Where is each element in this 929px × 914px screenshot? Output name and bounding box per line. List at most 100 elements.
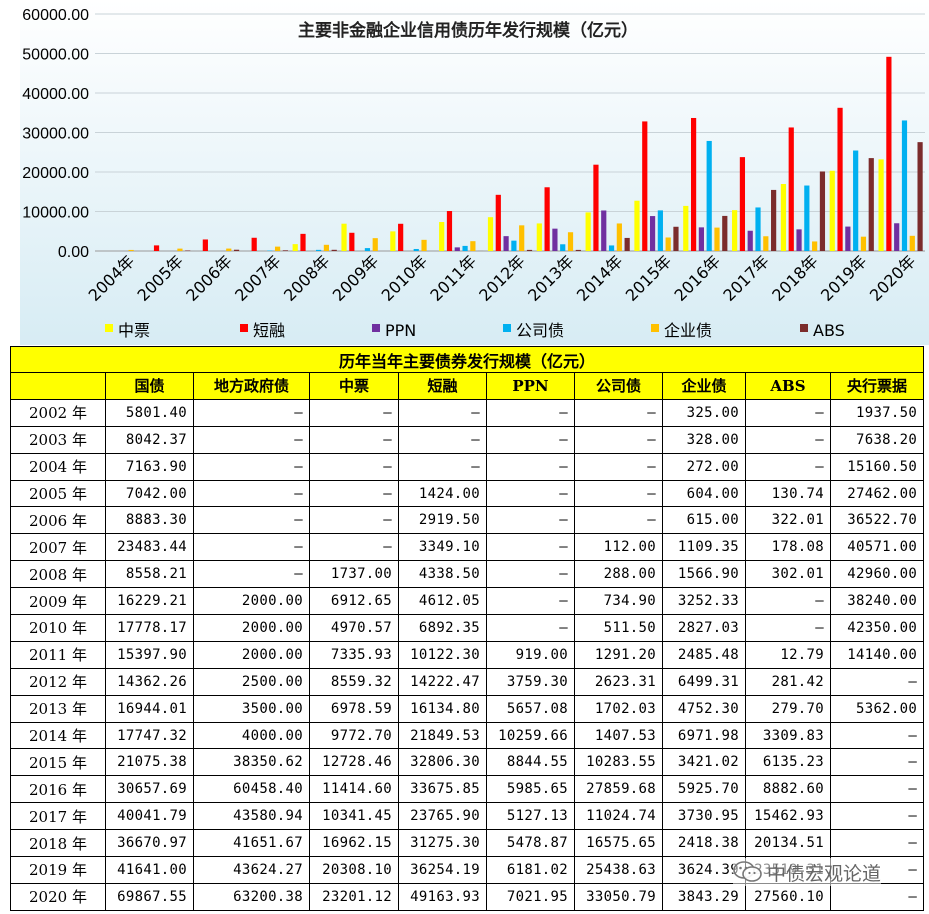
value-cell: 328.00: [662, 425, 746, 454]
year-cell: 2010 年: [10, 614, 106, 642]
value-cell: 8042.37: [105, 425, 194, 454]
value-cell: –: [829, 829, 925, 858]
year-cell: 2014 年: [10, 721, 106, 750]
value-cell: 16134.80: [398, 694, 487, 723]
value-cell: 1109.35: [662, 533, 746, 562]
value-cell: 5127.13: [486, 802, 575, 831]
value-cell: 5657.08: [486, 694, 575, 723]
value-cell: –: [486, 425, 575, 454]
value-cell: –: [193, 425, 310, 454]
year-cell: 2003 年: [10, 425, 106, 454]
value-cell: –: [829, 721, 925, 750]
value-cell: 4612.05: [398, 587, 487, 616]
bar-企业债-2020年: [909, 235, 915, 251]
bar-ABS-2008年: [331, 249, 337, 251]
bar-短融-2010年: [398, 223, 404, 251]
value-cell: 1424.00: [398, 479, 487, 508]
year-cell: 2009 年: [10, 587, 106, 616]
value-cell: –: [745, 614, 831, 642]
bar-企业债-2013年: [567, 232, 574, 251]
value-cell: –: [398, 425, 487, 454]
value-cell: 2919.50: [398, 506, 487, 535]
table-row: 2014 年 17747.32 4000.00 9772.70 21849.53 1025…: [10, 721, 925, 750]
value-cell: 69867.55: [105, 882, 194, 911]
value-cell: 1937.50: [829, 398, 925, 427]
value-cell: –: [309, 506, 399, 535]
legend-item-公司债: 公司债: [503, 321, 564, 340]
value-cell: 15160.50: [829, 452, 925, 481]
value-cell: –: [486, 533, 575, 562]
table-row: 2002 年 5801.40– – – – –325.00–1937.50: [10, 398, 925, 427]
value-cell: –: [398, 452, 487, 481]
table-row: 2009 年 16229.21 2000.00 6912.65 4612.05–734.…: [10, 587, 925, 616]
bar-企业债-2008年: [323, 244, 330, 251]
value-cell: 8558.21: [105, 560, 194, 589]
bar-ABS-2007年: [282, 250, 288, 251]
value-cell: –: [309, 533, 399, 562]
table-row: 2006 年 8883.30– –2919.50– –615.00 322.01 3652…: [10, 506, 925, 535]
value-cell: 14362.26: [105, 667, 194, 696]
bar-企业债-2006年: [226, 248, 232, 251]
bar-企业债-2009年: [372, 238, 378, 251]
bar-企业债-2011年: [470, 241, 476, 251]
value-cell: –: [309, 425, 399, 454]
value-cell: –: [829, 748, 925, 777]
value-cell: 7335.93: [309, 640, 399, 669]
value-cell: 2000.00: [193, 640, 310, 669]
value-cell: –: [309, 452, 399, 481]
value-cell: 2500.00: [193, 667, 310, 696]
value-cell: –: [486, 398, 575, 427]
value-cell: 3309.83: [745, 721, 831, 750]
column-header: ABS: [745, 372, 831, 400]
value-cell: 3843.29: [662, 882, 746, 911]
value-cell: 1566.90: [662, 560, 746, 589]
legend-swatch: [800, 324, 808, 332]
column-header: 企业债: [662, 372, 746, 400]
bar-中票-2017年: [732, 210, 738, 251]
table-row: 2005 年 7042.00– –1424.00– –604.00 130.74 2746…: [10, 479, 925, 508]
value-cell: –: [193, 452, 310, 481]
year-cell: 2018 年: [10, 829, 106, 858]
y-tick-label: 30000.00: [22, 126, 89, 143]
legend-label: 公司债: [516, 321, 564, 340]
value-cell: 6978.59: [309, 694, 399, 723]
value-cell: –: [193, 560, 310, 589]
value-cell: 41641.00: [105, 856, 194, 884]
value-cell: 5925.70: [662, 775, 746, 804]
value-cell: 6135.23: [745, 748, 831, 777]
value-cell: –: [486, 587, 575, 616]
bar-短融-2005年: [153, 245, 160, 251]
value-cell: 2418.38: [662, 829, 746, 858]
value-cell: 15462.93: [745, 802, 831, 831]
value-cell: 5985.65: [486, 775, 575, 804]
bar-公司债-2018年: [804, 185, 810, 251]
value-cell: 130.74: [745, 479, 831, 508]
value-cell: 2485.48: [662, 640, 746, 669]
value-cell: 21849.53: [398, 721, 487, 750]
bar-PPN-2012年: [503, 236, 509, 251]
bar-ABS-2020年: [917, 142, 923, 251]
table-row: 2016 年 30657.69 60458.40 11414.60 33675.85 59…: [10, 775, 925, 804]
year-cell: 2019 年: [10, 856, 106, 884]
legend-label: 短融: [253, 321, 285, 340]
value-cell: 615.00: [662, 506, 746, 535]
bar-ABS-2014年: [624, 237, 630, 251]
bar-企业债-2014年: [616, 223, 622, 251]
table-row: 2012 年 14362.26 2500.00 8559.32 14222.47 3759…: [10, 667, 925, 696]
value-cell: 23765.90: [398, 802, 487, 831]
table-row: 2017 年 40041.79 43580.94 10341.45 23765.90 51…: [10, 802, 925, 831]
value-cell: 27560.10: [745, 882, 831, 911]
bar-企业债-2019年: [860, 236, 867, 251]
bar-企业债-2018年: [812, 241, 818, 251]
bar-短融-2013年: [544, 187, 550, 251]
value-cell: –: [574, 452, 663, 481]
value-cell: 178.08: [745, 533, 831, 562]
value-cell: 43624.27: [193, 856, 310, 884]
bar-短融-2009年: [349, 232, 355, 251]
bar-PPN-2017年: [747, 230, 753, 251]
value-cell: 3252.33: [662, 587, 746, 616]
value-cell: 40571.00: [829, 533, 925, 562]
value-cell: –: [398, 398, 487, 427]
legend-label: ABS: [813, 321, 845, 340]
value-cell: 322.01: [745, 506, 831, 535]
